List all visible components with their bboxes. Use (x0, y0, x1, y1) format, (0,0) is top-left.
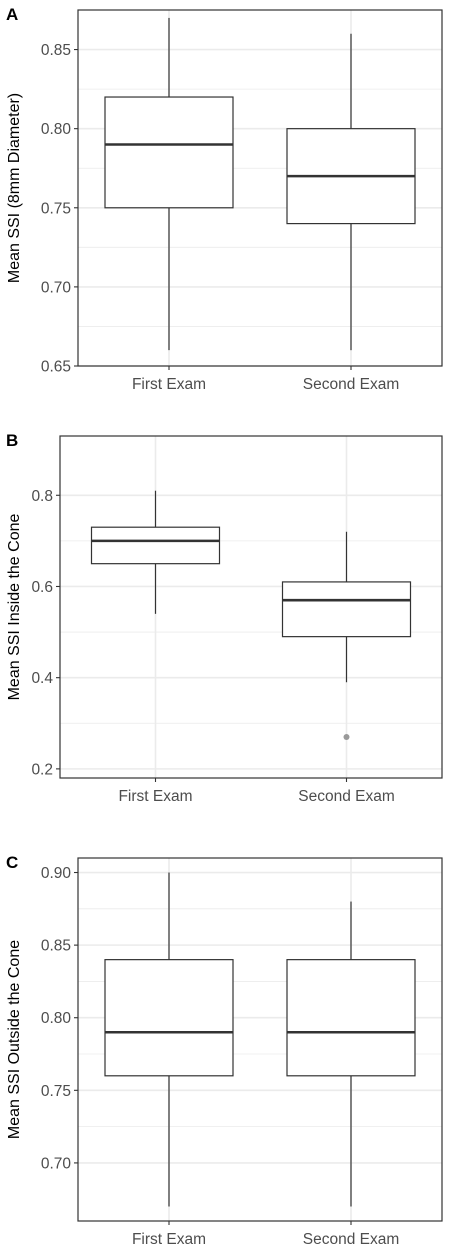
box-first-exam (104, 872, 234, 1207)
y-tick-label: 0.70 (41, 279, 72, 296)
chart-panel-b: 0.2 0.4 0.6 0.8 First Exam Second Exam Mean SS… (6, 431, 443, 805)
panel-border (77, 9, 443, 367)
box-first-exam (90, 490, 221, 614)
panel-border (77, 857, 443, 1222)
chart-panel-a: 0.65 0.70 0.75 0.80 0.85 First Exam Second Exa… (6, 5, 443, 393)
y-tick-label: 0.75 (41, 200, 71, 217)
iqr-box (104, 959, 234, 1077)
iqr-box (286, 959, 416, 1077)
y-tick-label: 0.4 (31, 670, 53, 687)
chart-panel-c: 0.70 0.75 0.80 0.85 0.90 First Exam Second Exa… (6, 853, 443, 1248)
panel-label: B (6, 431, 18, 450)
y-tick-label: 0.65 (41, 359, 71, 376)
y-tick-label: 0.80 (41, 121, 72, 138)
iqr-box (104, 96, 234, 209)
x-tick-label: Second Exam (298, 788, 395, 805)
outlier-point (343, 733, 350, 740)
x-tick-label: First Exam (132, 376, 206, 393)
y-tick-label: 0.75 (41, 1083, 71, 1100)
iqr-box (281, 581, 412, 638)
y-tick-label: 0.70 (41, 1155, 72, 1172)
x-tick-label: Second Exam (303, 1231, 400, 1248)
box-first-exam (104, 17, 234, 351)
y-tick-label: 0.85 (41, 42, 71, 59)
panel-label: C (6, 853, 18, 872)
y-tick-label: 0.8 (31, 488, 53, 505)
x-tick-label: First Exam (118, 788, 192, 805)
x-tick-label: First Exam (132, 1231, 206, 1248)
box-second-exam (286, 901, 416, 1207)
y-axis-title: Mean SSI Outside the Cone (6, 940, 23, 1139)
box-second-exam (281, 531, 412, 740)
panel-label: A (6, 5, 18, 24)
y-axis-title: Mean SSI (8mm Diameter) (6, 93, 23, 283)
box-second-exam (286, 33, 416, 351)
y-tick-label: 0.90 (41, 865, 72, 882)
y-tick-label: 0.85 (41, 938, 71, 955)
iqr-box (90, 526, 221, 565)
y-tick-label: 0.80 (41, 1010, 72, 1027)
y-tick-label: 0.2 (31, 761, 53, 778)
y-axis-title: Mean SSI Inside the Cone (6, 514, 23, 701)
y-tick-label: 0.6 (31, 579, 53, 596)
panel-border (59, 435, 443, 779)
x-tick-label: Second Exam (303, 376, 400, 393)
